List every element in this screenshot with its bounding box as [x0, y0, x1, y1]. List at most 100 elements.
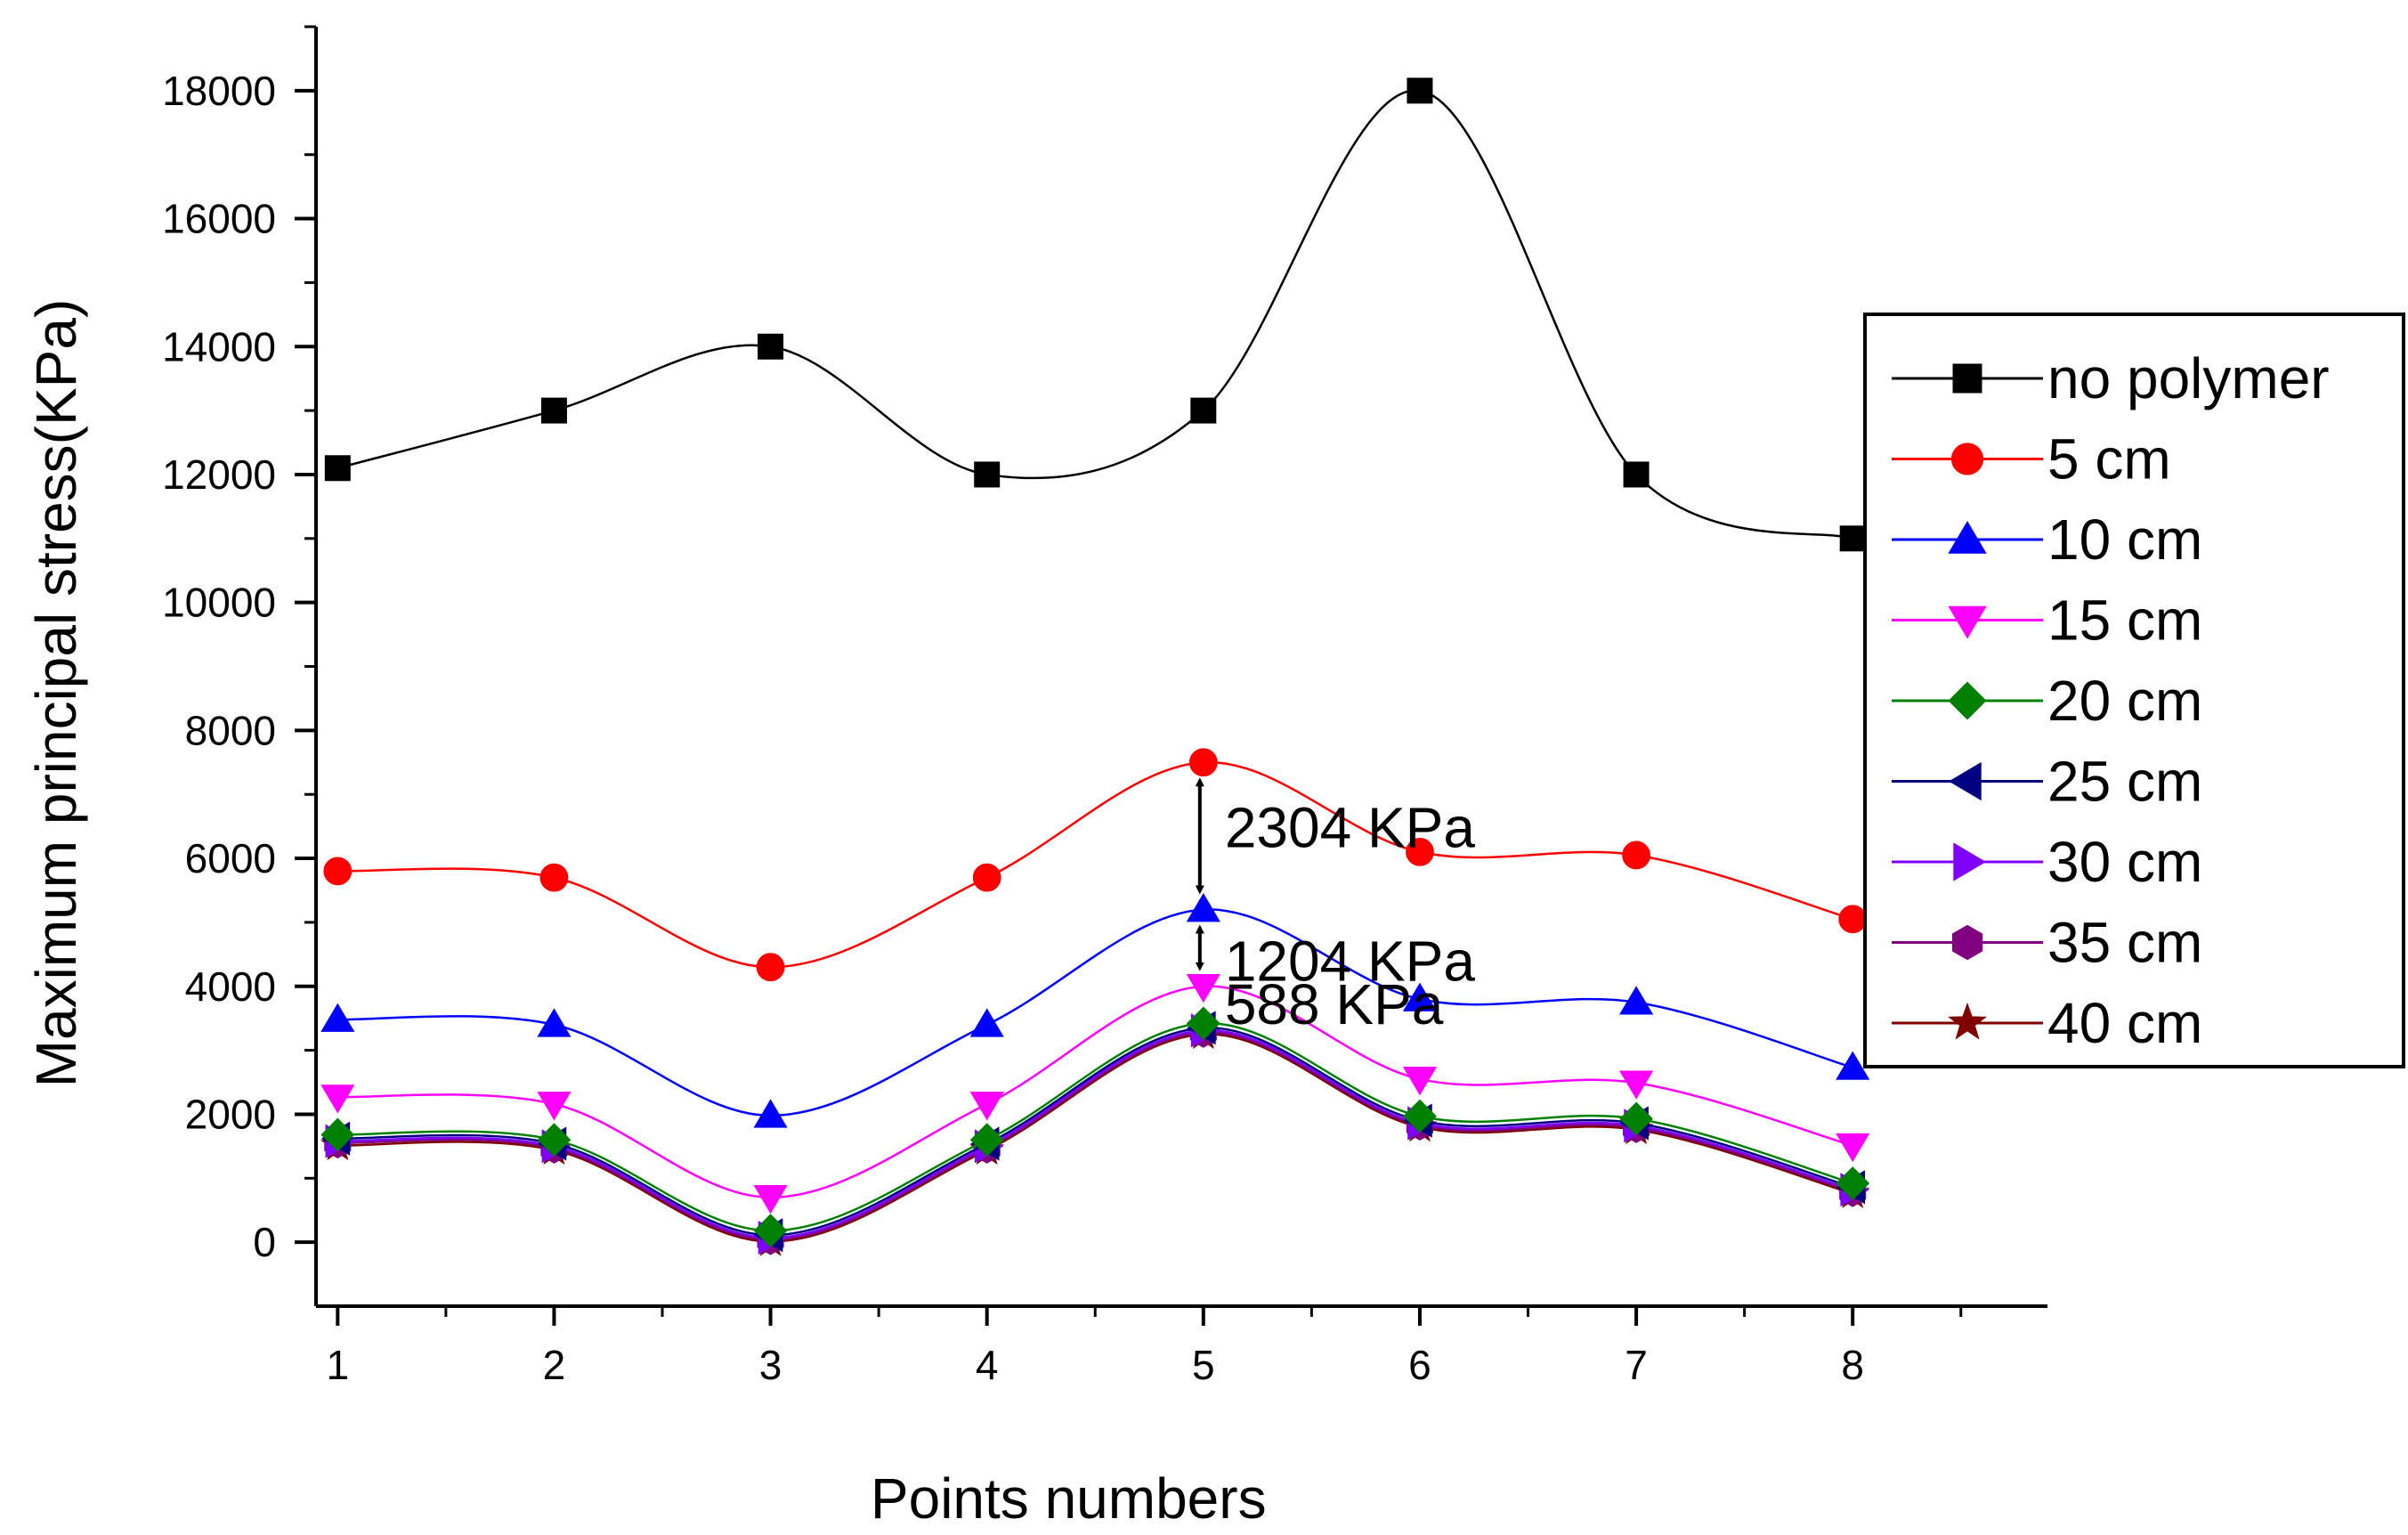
- legend-item: 25 cm: [1892, 750, 2202, 814]
- legend-item: 15 cm: [1892, 589, 2202, 653]
- series-15-cm: [320, 973, 1870, 1214]
- series-line: [337, 1022, 1853, 1232]
- legend-label: 40 cm: [2047, 991, 2202, 1055]
- data-point: [758, 333, 784, 360]
- legend-label: 25 cm: [2047, 750, 2202, 814]
- y-tick-label: 8000: [185, 707, 276, 753]
- legend-label: 30 cm: [2047, 830, 2202, 894]
- data-point: [539, 863, 569, 892]
- data-point: [1190, 397, 1217, 424]
- data-point: [320, 1003, 355, 1032]
- data-point: [1402, 982, 1438, 1011]
- series-line: [337, 1031, 1853, 1241]
- y-tick-label: 0: [253, 1219, 276, 1265]
- data-point: [1406, 837, 1434, 866]
- data-point: [323, 857, 353, 886]
- data-point: [1186, 1006, 1220, 1041]
- legend-item: no polymer: [1892, 346, 2330, 410]
- series-line: [336, 89, 1853, 540]
- y-tick-label: 16000: [162, 196, 276, 242]
- series-line: [337, 908, 1853, 1117]
- data-point: [537, 1092, 572, 1121]
- legend-item: 40 cm: [1892, 991, 2202, 1055]
- y-axis-title: Maximum principal stress(KPa): [24, 299, 88, 1088]
- legend: no polymer 5 cm 10 cm 15 cm 20 cm 25 cm 30 cm 3…: [1863, 313, 2405, 1068]
- legend-item: 20 cm: [1892, 669, 2202, 733]
- data-point: [320, 1084, 355, 1114]
- series-line: [337, 985, 1853, 1199]
- legend-label: 20 cm: [2047, 669, 2202, 733]
- data-point: [1618, 986, 1654, 1015]
- x-tick-label: 8: [1841, 1342, 1864, 1388]
- series-5-cm: [323, 748, 1868, 982]
- data-point: [969, 1008, 1004, 1037]
- data-point: [753, 1214, 788, 1248]
- legend-marker: [1950, 443, 1984, 475]
- annotation-label: 1204 KPa: [1225, 930, 1476, 994]
- y-tick-label: 10000: [162, 580, 276, 626]
- y-tick-label: 6000: [185, 835, 276, 881]
- y-tick-label: 4000: [185, 963, 276, 1010]
- data-point: [756, 953, 785, 982]
- legend-label: 5 cm: [2047, 427, 2171, 491]
- x-tick-label: 1: [327, 1342, 350, 1388]
- series-group: [320, 77, 1870, 1256]
- x-axis-title: Points numbers: [871, 1466, 1267, 1531]
- data-point: [1407, 77, 1433, 104]
- annotation-label: 2304 KPa: [1225, 795, 1476, 859]
- data-point: [969, 1092, 1004, 1121]
- data-point: [972, 863, 1001, 892]
- y-tick-label: 14000: [162, 323, 276, 370]
- data-point: [320, 1117, 355, 1152]
- series-20-cm: [320, 1006, 1870, 1248]
- data-point: [753, 1185, 788, 1214]
- data-point: [540, 397, 567, 424]
- data-point: [1838, 905, 1868, 934]
- series-line: [337, 1033, 1853, 1243]
- legend-item: 10 cm: [1892, 508, 2202, 572]
- series-line: [337, 1027, 1853, 1237]
- data-point: [537, 1123, 572, 1157]
- data-point: [1403, 1099, 1437, 1133]
- legend-marker: [1951, 924, 1983, 961]
- data-point: [753, 1099, 788, 1128]
- legend-marker: [1948, 1002, 1987, 1040]
- legend-marker: [1949, 761, 1982, 801]
- legend-label: 10 cm: [2047, 508, 2202, 572]
- x-tick-label: 4: [976, 1342, 999, 1388]
- x-tick-label: 7: [1625, 1342, 1648, 1388]
- data-point: [1402, 1067, 1438, 1096]
- data-point: [1836, 1051, 1870, 1080]
- data-point: [1623, 461, 1650, 488]
- y-tick-label: 18000: [162, 68, 276, 114]
- legend-item: 30 cm: [1892, 830, 2202, 894]
- legend-label: 35 cm: [2047, 911, 2202, 975]
- y-tick-label: 12000: [162, 451, 276, 498]
- series-line: [337, 761, 1853, 969]
- legend-marker: [1948, 681, 1987, 720]
- annotation-label: 588 KPa: [1225, 972, 1444, 1036]
- x-tick-label: 5: [1192, 1342, 1215, 1388]
- data-point: [1839, 525, 1866, 552]
- x-tick-label: 2: [543, 1342, 566, 1388]
- series-10-cm: [320, 893, 1870, 1128]
- data-point: [324, 455, 351, 482]
- legend-marker: [1953, 842, 1986, 881]
- data-point: [1836, 1166, 1870, 1200]
- legend-label: no polymer: [2047, 346, 2330, 410]
- legend-label: 15 cm: [2047, 589, 2202, 653]
- data-point: [1188, 748, 1218, 777]
- data-point: [1622, 841, 1650, 870]
- series-no-polymer: [324, 77, 1866, 552]
- data-point: [974, 461, 1001, 488]
- series-line: [337, 1029, 1853, 1239]
- data-point: [1618, 1070, 1654, 1100]
- y-tick-label: 2000: [185, 1091, 276, 1137]
- x-tick-label: 3: [759, 1342, 782, 1388]
- legend-marker: [1952, 363, 1982, 394]
- axes: 0 2000 4000 6000 8000 10000 12000 14000 16000 180…: [162, 25, 2047, 1388]
- data-point: [1619, 1101, 1653, 1136]
- legend-marker: [1948, 605, 1987, 639]
